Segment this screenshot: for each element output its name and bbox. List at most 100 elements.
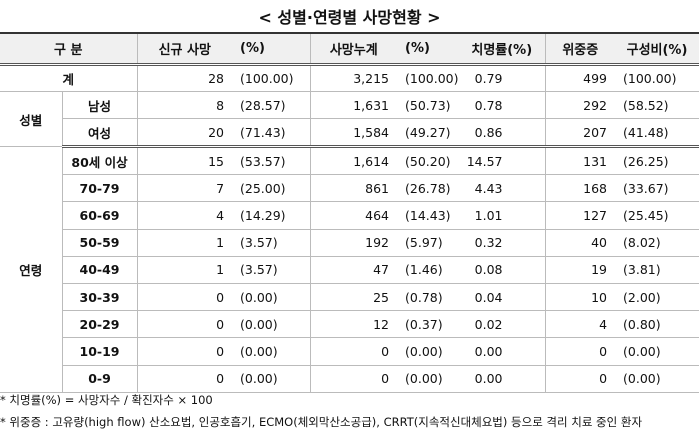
row-label: 40-49: [62, 256, 138, 284]
group-label: 성별: [0, 91, 63, 147]
table-body: 구 분 신규 사망 (%) 사망누계 (%) 치명률(%) 위중증 구성비(%) 계 28 (100…: [0, 32, 699, 393]
header-cell: 신규 사망: [136, 32, 233, 66]
value-cell: 4.43: [459, 174, 546, 203]
value-cell: 3,215: [309, 64, 398, 92]
value-cell: (100.00): [397, 64, 460, 92]
value-cell: (3.57): [232, 256, 311, 284]
value-cell: 0.79: [459, 64, 546, 92]
value-cell: (71.43): [232, 118, 311, 148]
value-cell: (58.52): [615, 91, 699, 119]
header-cell: 위중증: [544, 32, 616, 66]
value-cell: (3.81): [615, 256, 699, 284]
value-cell: (1.46): [397, 256, 460, 284]
value-cell: 1,614: [309, 146, 398, 176]
row-label: 0-9: [62, 365, 138, 393]
value-cell: 8: [136, 91, 233, 119]
value-cell: (33.67): [615, 174, 699, 203]
value-cell: (14.29): [232, 201, 311, 230]
data-row: 50-59 1 (3.57) 192 (5.97) 0.32 40 (8.02): [0, 229, 699, 257]
value-cell: 0: [309, 337, 398, 366]
notes: * 치명률(%) = 사망자수 / 확진자수 × 100 * 위중증 : 고유량(…: [0, 389, 642, 433]
value-cell: 4: [544, 310, 616, 339]
row-label: 계: [0, 64, 138, 92]
row-label: 80세 이상: [62, 146, 138, 176]
data-row: 10-19 0 (0.00) 0 (0.00) 0.00 0 (0.00): [0, 337, 699, 366]
value-cell: 1.01: [459, 201, 546, 230]
value-cell: (0.78): [397, 283, 460, 312]
value-cell: (53.57): [232, 146, 311, 176]
value-cell: (49.27): [397, 118, 460, 148]
value-cell: 14.57: [459, 146, 546, 176]
value-cell: 292: [544, 91, 616, 119]
value-cell: (0.00): [232, 337, 311, 366]
value-cell: 40: [544, 229, 616, 257]
value-cell: 0: [136, 310, 233, 339]
value-cell: (100.00): [232, 64, 311, 92]
value-cell: 192: [309, 229, 398, 257]
data-row: 여성 20 (71.43) 1,584 (49.27) 0.86 207 (41.48): [0, 118, 699, 148]
header-cell: 구 분: [0, 32, 138, 66]
value-cell: 0.04: [459, 283, 546, 312]
value-cell: 0.02: [459, 310, 546, 339]
value-cell: 25: [309, 283, 398, 312]
value-cell: 0.00: [459, 337, 546, 366]
value-cell: 0: [136, 337, 233, 366]
value-cell: (25.45): [615, 201, 699, 230]
value-cell: (0.00): [615, 337, 699, 366]
value-cell: (0.00): [397, 337, 460, 366]
title: < 성별·연령별 사망현황 >: [258, 8, 441, 27]
row-label: 20-29: [62, 310, 138, 339]
note: * 치명률(%) = 사망자수 / 확진자수 × 100: [0, 393, 213, 407]
row-label: 남성: [62, 91, 138, 119]
note: * 위중증 : 고유량(high flow) 산소요법, 인공호흡기, ECMO…: [0, 415, 643, 429]
header-row: 구 분 신규 사망 (%) 사망누계 (%) 치명률(%) 위중증 구성비(%): [0, 32, 699, 66]
value-cell: (0.00): [397, 365, 460, 393]
value-cell: (41.48): [615, 118, 699, 148]
value-cell: 1,631: [309, 91, 398, 119]
value-cell: 7: [136, 174, 233, 203]
header-cell: (%): [397, 32, 460, 66]
value-cell: 1: [136, 256, 233, 284]
value-cell: 207: [544, 118, 616, 148]
value-cell: 0.78: [459, 91, 546, 119]
total-row: 계 28 (100.00) 3,215 (100.00) 0.79 499 (100.00): [0, 64, 699, 92]
value-cell: (50.20): [397, 146, 460, 176]
value-cell: (14.43): [397, 201, 460, 230]
data-row: 40-49 1 (3.57) 47 (1.46) 0.08 19 (3.81): [0, 256, 699, 284]
row-label: 50-59: [62, 229, 138, 257]
value-cell: 0: [136, 283, 233, 312]
value-cell: 15: [136, 146, 233, 176]
value-cell: (28.57): [232, 91, 311, 119]
group-label: 연령: [0, 146, 63, 393]
value-cell: 28: [136, 64, 233, 92]
data-row: 60-69 4 (14.29) 464 (14.43) 1.01 127 (25.45): [0, 201, 699, 230]
value-cell: (0.80): [615, 310, 699, 339]
value-cell: (26.78): [397, 174, 460, 203]
value-cell: (8.02): [615, 229, 699, 257]
value-cell: (3.57): [232, 229, 311, 257]
value-cell: (2.00): [615, 283, 699, 312]
data-row: 연령 80세 이상 15 (53.57) 1,614 (50.20) 14.57 131 (26…: [0, 146, 699, 393]
value-cell: 47: [309, 256, 398, 284]
value-cell: (0.00): [232, 283, 311, 312]
value-cell: (50.73): [397, 91, 460, 119]
value-cell: 0: [309, 365, 398, 393]
value-cell: 4: [136, 201, 233, 230]
value-cell: 861: [309, 174, 398, 203]
value-cell: 1: [136, 229, 233, 257]
row-label: 10-19: [62, 337, 138, 366]
header-cell: 사망누계: [309, 32, 398, 66]
value-cell: (0.37): [397, 310, 460, 339]
data-row: 성별 남성 8 (28.57) 1,631 (50.73) 0.78 292 (58.52): [0, 91, 699, 147]
value-cell: 0.08: [459, 256, 546, 284]
death-table: 구 분 신규 사망 (%) 사망누계 (%) 치명률(%) 위중증 구성비(%) 계 28 (100…: [0, 32, 699, 393]
value-cell: 0.32: [459, 229, 546, 257]
value-cell: (100.00): [615, 64, 699, 92]
value-cell: 20: [136, 118, 233, 148]
value-cell: 19: [544, 256, 616, 284]
value-cell: 127: [544, 201, 616, 230]
value-cell: (0.00): [615, 365, 699, 393]
value-cell: 10: [544, 283, 616, 312]
row-label: 70-79: [62, 174, 138, 203]
